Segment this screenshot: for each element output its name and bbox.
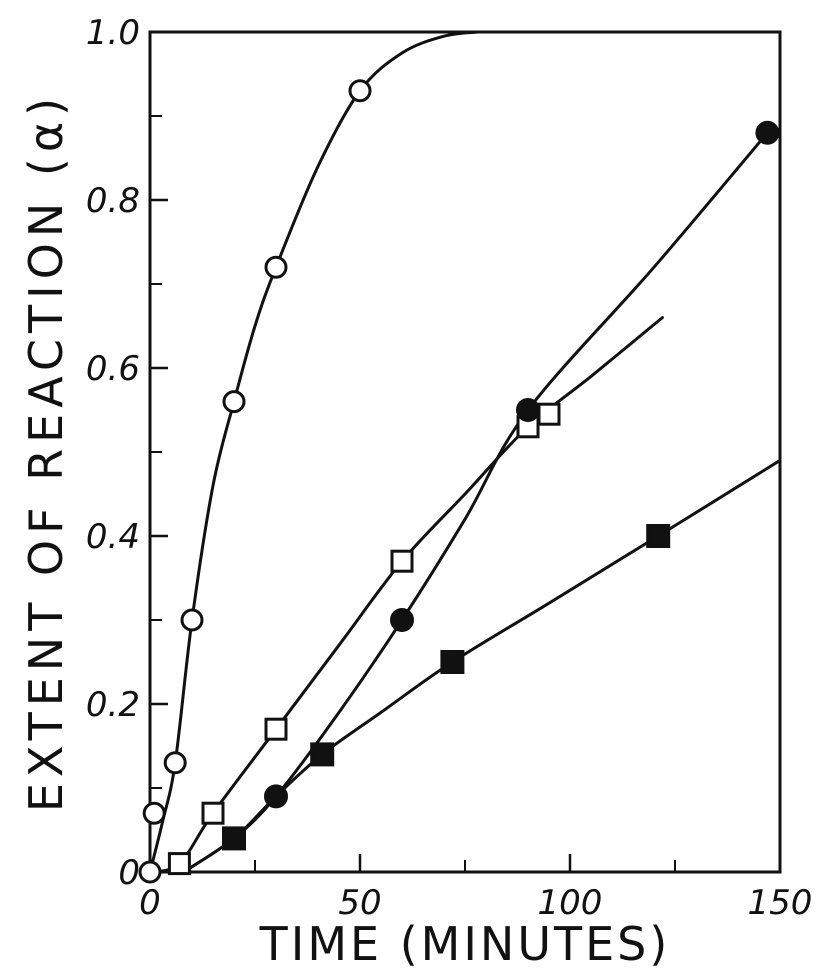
series-0-point [138,860,162,884]
series-0-point [348,79,372,103]
x-tick-label: 150 [748,883,813,923]
series-2-point [390,608,414,632]
x-tick-label: 0 [139,883,161,923]
series-0-curve [148,30,480,874]
series-1-point [201,801,225,825]
series-1-point [264,717,288,741]
series-0-point [142,801,166,825]
series-1-point [537,402,561,426]
series-2-point [755,120,780,145]
series-0-point [163,751,187,775]
plot-frame [148,30,782,874]
x-axis-label: TIME (MINUTES) [259,917,671,971]
series-0-point [180,608,204,632]
series-0-point [264,255,288,279]
series-3-point [310,742,335,767]
axis-ticks [150,115,676,872]
series-3-point [222,826,246,851]
series-3-point [646,524,671,548]
y-tick-label: 0 [118,853,140,893]
x-tick-label: 50 [338,883,381,923]
x-tick-label: 100 [538,883,603,923]
series-3-point [440,650,465,674]
y-tick-label: 0.4 [86,517,140,557]
series-2-curve [182,131,769,874]
y-tick-label: 0.8 [86,181,140,221]
series-2-point [264,784,288,809]
data-markers [138,79,780,884]
series-2-point [516,398,540,422]
series-1-point [390,549,414,573]
series-3-curve [182,458,782,874]
fitted-curves [148,30,782,874]
tick-labels: 0 50 100 150 0 0.2 0.4 0.6 0.8 1.0 [86,13,813,923]
y-tick-label: 0.6 [86,349,140,389]
y-tick-label: 0.2 [86,685,140,725]
series-0-point [222,390,246,414]
y-axis-label: EXTENT OF REACTION (α) [19,92,73,812]
y-tick-label: 1.0 [86,13,140,53]
series-1-point [167,852,191,876]
